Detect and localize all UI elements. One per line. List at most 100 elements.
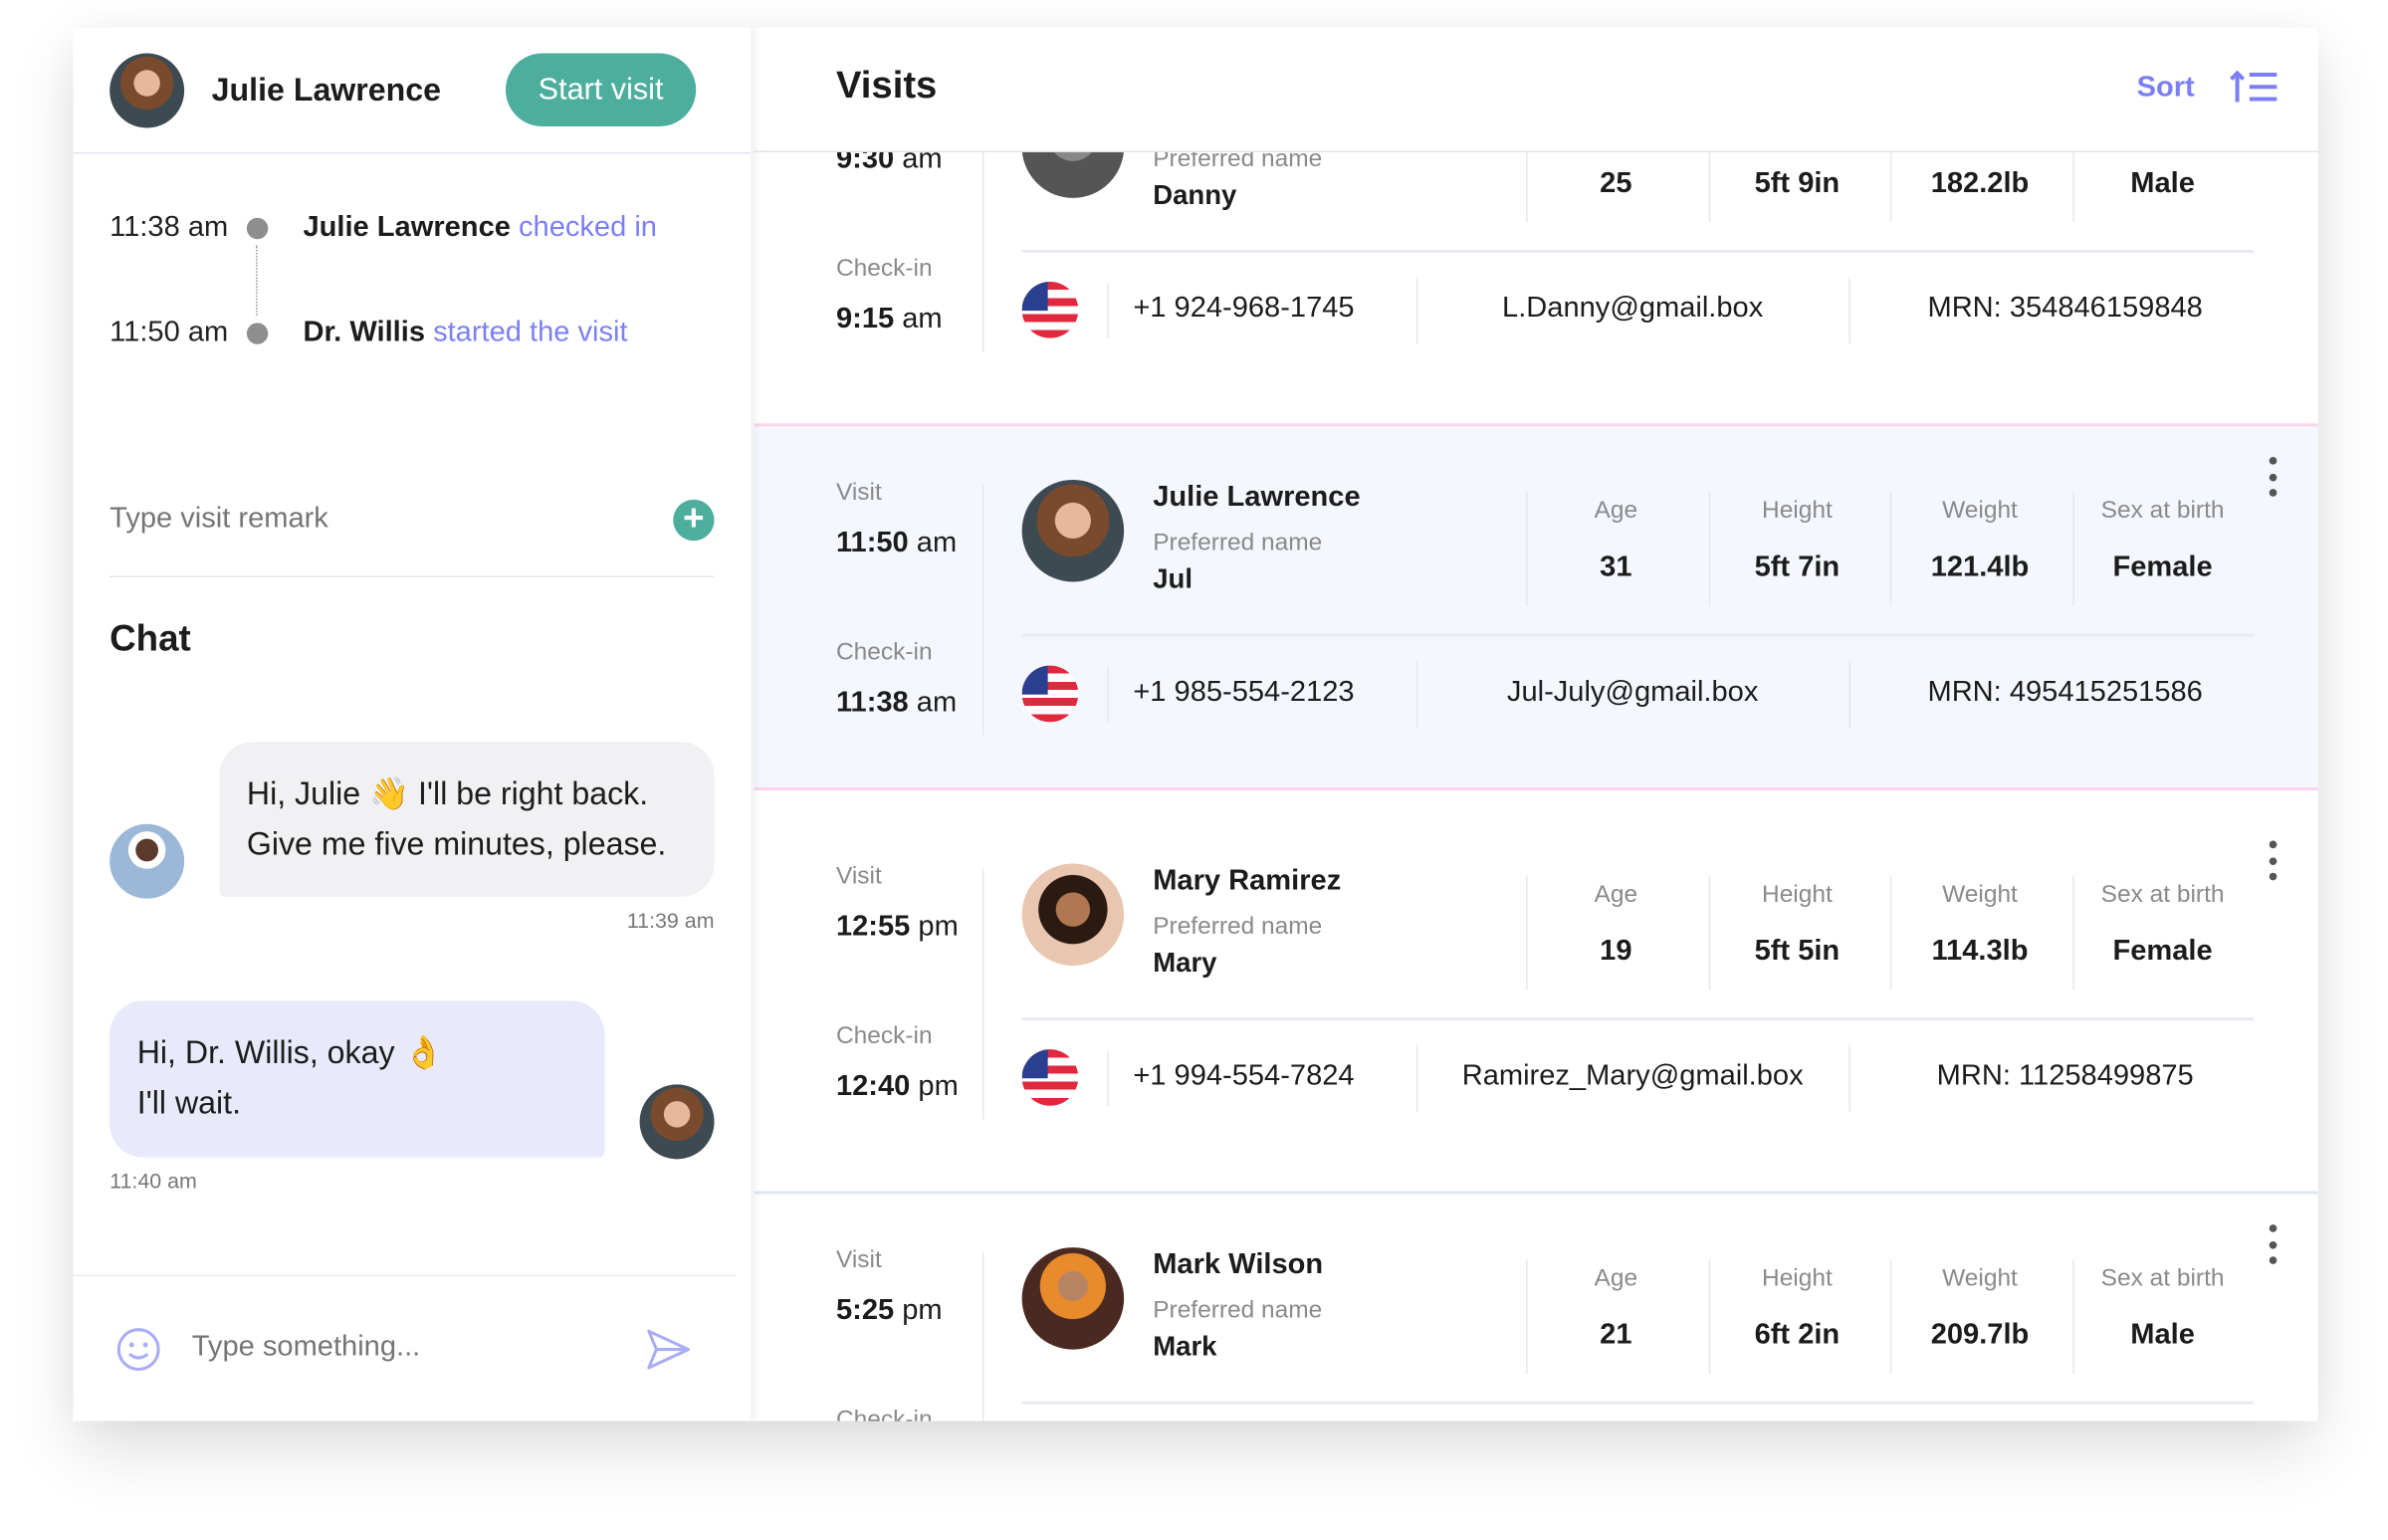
visit-label: Visit (835, 1247, 882, 1274)
weight-value: 209.7lb (1930, 1318, 2030, 1352)
sort-order-icon[interactable] (2230, 69, 2279, 106)
height-value: 5ft 5in (1754, 935, 1841, 968)
ampm: am (916, 527, 958, 559)
visit-row[interactable]: Visit 12:55 pm Check-in 12:40 pm Mary Ramire… (754, 807, 2317, 1192)
patient-name: Julie Lawrence (211, 73, 442, 109)
patient-name: Mark Wilson (1153, 1248, 1324, 1281)
weight-value: 114.3lb (1931, 935, 2029, 968)
timeline-connector (256, 245, 258, 316)
more-options-icon[interactable] (2268, 840, 2277, 881)
message-input[interactable] (191, 1325, 619, 1371)
time: 9:30 (835, 152, 895, 175)
visit-row[interactable]: Visit 11:50 am Check-in 11:38 am Julie Lawre… (754, 423, 2317, 807)
start-visit-button[interactable]: Start visit (505, 53, 697, 126)
divider (2072, 1259, 2074, 1375)
divider (2072, 492, 2074, 606)
phone-number[interactable]: +1 924-968-1745 (1133, 292, 1355, 325)
time: 12:40 (835, 1070, 911, 1103)
emoji-icon[interactable] (115, 1327, 161, 1373)
divider (1889, 492, 1892, 606)
preferred-name: Mark (1153, 1331, 1217, 1362)
divider (1708, 152, 1711, 223)
weight-label: Weight (1942, 498, 2018, 525)
email[interactable]: Jul-July@gmail.box (1506, 676, 1759, 709)
divider (981, 1251, 984, 1422)
patient-avatar (1021, 1247, 1125, 1350)
checkin-label: Check-in (835, 639, 933, 666)
sex-label: Sex at birth (2100, 498, 2225, 525)
timeline-actor: Dr. Willis (303, 317, 425, 349)
divider (1107, 1050, 1109, 1106)
visit-time: 11:50 am (836, 527, 957, 560)
height-value: 5ft 9in (1754, 167, 1841, 200)
weight-label: Weight (1942, 881, 2018, 908)
phone-number[interactable]: +1 985-554-2123 (1133, 676, 1355, 709)
checkin-label: Check-in (835, 256, 933, 283)
sort-button[interactable]: Sort (2136, 71, 2195, 105)
age-label: Age (1594, 498, 1638, 525)
mrn: MRN: 354846159848 (1927, 292, 2203, 325)
visit-remark-input[interactable] (109, 496, 658, 543)
doctor-avatar (109, 823, 185, 899)
height-value: 6ft 2in (1754, 1318, 1841, 1352)
message-text: Give me five minutes, please. (246, 826, 667, 862)
row-divider (754, 1191, 2318, 1195)
more-options-icon[interactable] (2268, 1224, 2277, 1264)
checkin-label: Check-in (835, 1023, 933, 1050)
divider (981, 152, 984, 352)
divider (1526, 1259, 1528, 1375)
email[interactable]: Ramirez_Mary@gmail.box (1461, 1059, 1804, 1093)
preferred-name: Mary (1153, 947, 1217, 979)
sex-label: Sex at birth (2100, 1265, 2225, 1292)
time: 11:38 (835, 687, 909, 720)
message-time: 11:40 am (109, 1168, 197, 1193)
weight-label: Weight (1942, 1265, 2018, 1292)
ampm: am (902, 152, 943, 175)
visit-time: 9:30 am (836, 152, 943, 176)
ampm: pm (918, 1070, 959, 1103)
divider (1021, 249, 2255, 253)
row-divider (754, 423, 2318, 427)
divider (1889, 1259, 1892, 1375)
preferred-name: Jul (1153, 563, 1194, 594)
age-value: 31 (1600, 550, 1632, 583)
patient-avatar (1021, 152, 1125, 198)
timeline-time: 11:50 am (109, 317, 229, 349)
divider (1415, 1044, 1418, 1112)
sex-value: Female (2112, 550, 2213, 583)
patient-name: Julie Lawrence (1153, 481, 1361, 514)
more-options-icon[interactable] (2268, 457, 2277, 497)
email[interactable]: L.Danny@gmail.box (1502, 292, 1764, 325)
timeline-dot (246, 217, 269, 240)
message-time: 11:39 am (626, 907, 715, 933)
visit-row[interactable]: Visit 5:25 pm Check-in Mark Wilson Preferre… (754, 1191, 2317, 1422)
sex-value: Male (2130, 1318, 2195, 1352)
divider (1526, 875, 1528, 990)
selected-row-highlight (754, 423, 2318, 788)
add-remark-icon[interactable]: + (673, 499, 715, 542)
patient-avatar (109, 53, 185, 128)
divider (1021, 1017, 2255, 1021)
phone-number[interactable]: +1 994-554-7824 (1133, 1059, 1355, 1093)
age-value: 21 (1600, 1318, 1632, 1352)
timeline-event: Dr. Willis started the visit (303, 317, 627, 350)
send-icon[interactable] (646, 1327, 692, 1373)
timeline-event: Julie Lawrence checked in (303, 212, 657, 246)
divider (73, 1274, 736, 1277)
sex-value: Male (2130, 167, 2195, 200)
ampm: am (902, 303, 943, 335)
weight-value: 182.2lb (1930, 167, 2030, 200)
chat-message-incoming: Hi, Julie 👋 I'll be right back. Give me … (219, 742, 715, 898)
checkin-label: Check-in (835, 1407, 933, 1422)
checkin-time: 9:15 am (836, 303, 943, 336)
sex-value: Female (2112, 935, 2213, 968)
divider (981, 484, 984, 736)
us-flag-icon (1021, 665, 1079, 723)
timeline-action: started the visit (433, 317, 628, 349)
divider (1708, 492, 1711, 606)
preferred-name-label: Preferred name (1153, 1297, 1323, 1324)
patient-avatar (1021, 863, 1125, 967)
checkin-time: 12:40 pm (836, 1071, 959, 1105)
sex-label: Sex at birth (2100, 881, 2225, 908)
